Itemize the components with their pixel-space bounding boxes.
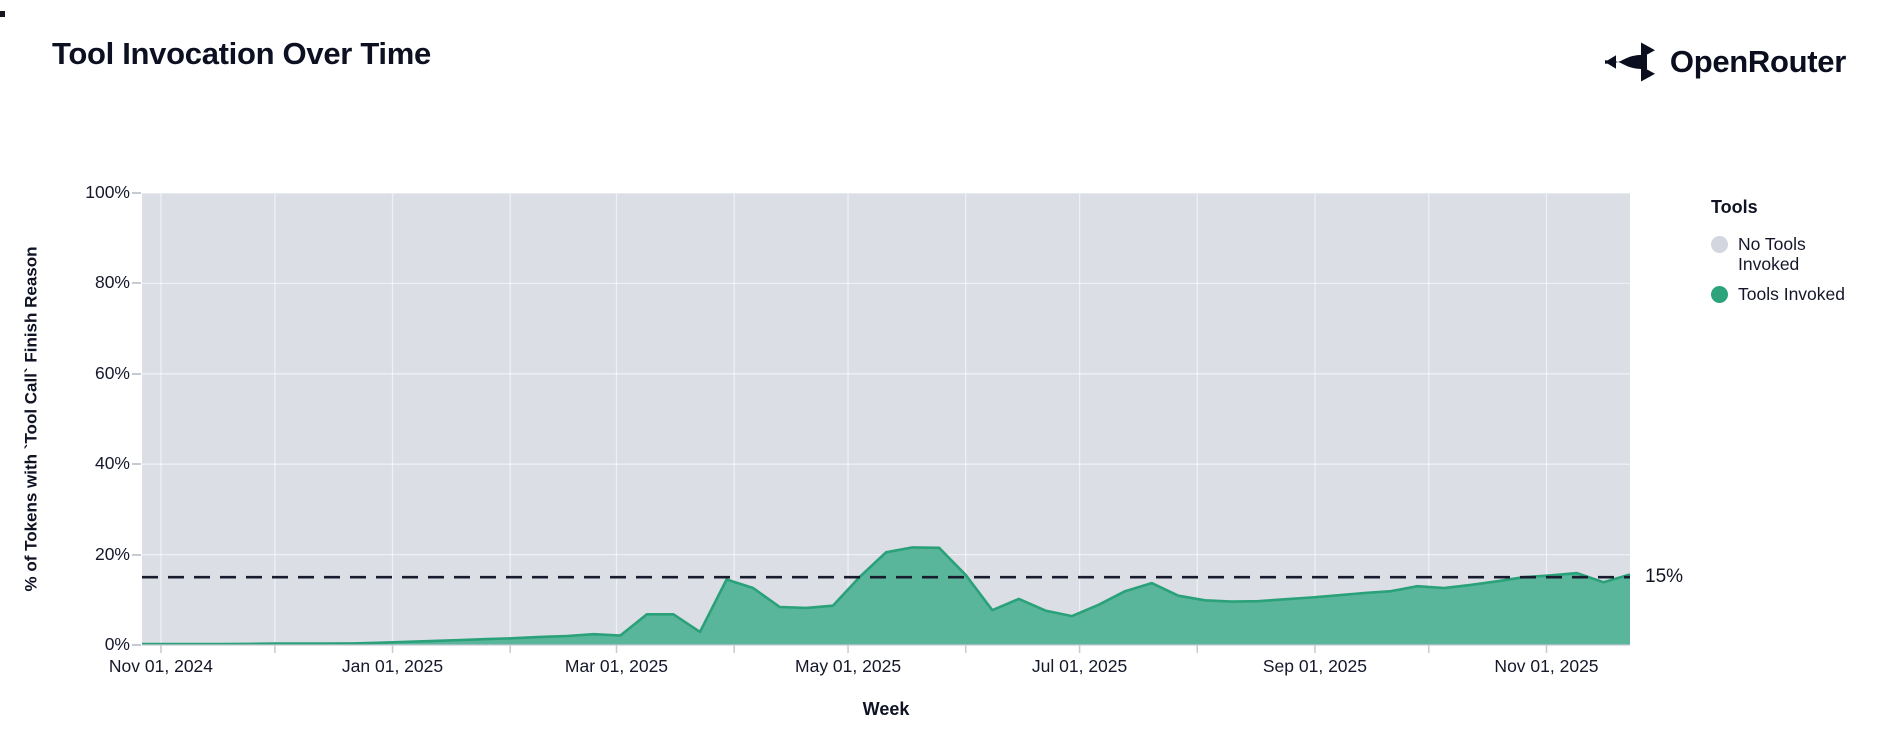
y-tick-mark	[132, 553, 141, 556]
x-tick-label: Sep 01, 2025	[1262, 656, 1367, 676]
y-axis-title: % of Tokens with `Tool Call` Finish Reas…	[22, 246, 42, 592]
y-tick-label: 0%	[104, 634, 130, 654]
y-tick-label: 60%	[94, 362, 130, 383]
x-tick-label: Nov 01, 2025	[1494, 656, 1599, 676]
y-tick-label: 40%	[94, 453, 130, 474]
y-tick-mark	[132, 372, 141, 375]
brand-name: OpenRouter	[1669, 44, 1846, 79]
legend-swatch-icon	[1711, 285, 1728, 303]
y-tick-label: 100%	[85, 182, 130, 202]
y-tick-mark	[132, 644, 141, 646]
openrouter-logo-icon	[1604, 42, 1655, 82]
legend-item[interactable]: No Tools Invoked	[1711, 234, 1889, 275]
legend: Tools No Tools Invoked Tools Invoked	[1711, 197, 1889, 313]
y-tick-mark	[132, 192, 141, 194]
page-title: Tool Invocation Over Time	[52, 36, 431, 71]
brand: OpenRouter	[1603, 42, 1846, 82]
y-tick-mark	[132, 282, 141, 285]
x-tick-label: Nov 01, 2024	[108, 656, 214, 676]
threshold-label: 15%	[1645, 566, 1684, 588]
legend-item-label: Tools Invoked	[1738, 283, 1846, 304]
legend-item-label: No Tools Invoked	[1738, 234, 1806, 275]
x-tick-label: May 01, 2025	[795, 656, 902, 676]
y-tick-label: 80%	[94, 272, 130, 293]
x-tick-label: Mar 01, 2025	[564, 656, 669, 676]
legend-item[interactable]: Tools Invoked	[1711, 284, 1889, 304]
stacked-area-chart	[142, 192, 1631, 653]
legend-items: No Tools Invoked Tools Invoked	[1711, 234, 1889, 304]
legend-title: Tools	[1711, 197, 1758, 217]
y-tick-label: 20%	[94, 543, 130, 564]
tools-invoked-area	[142, 547, 1630, 645]
legend-swatch-icon	[1711, 236, 1728, 253]
screen-edge-artifact	[0, 11, 5, 17]
plot-area	[142, 192, 1631, 653]
y-tick-mark	[132, 463, 141, 466]
x-axis-title: Week	[862, 699, 910, 719]
x-tick-label: Jan 01, 2025	[341, 656, 444, 676]
x-tick-label: Jul 01, 2025	[1031, 656, 1128, 676]
tools-invoked-line	[142, 546, 1631, 646]
